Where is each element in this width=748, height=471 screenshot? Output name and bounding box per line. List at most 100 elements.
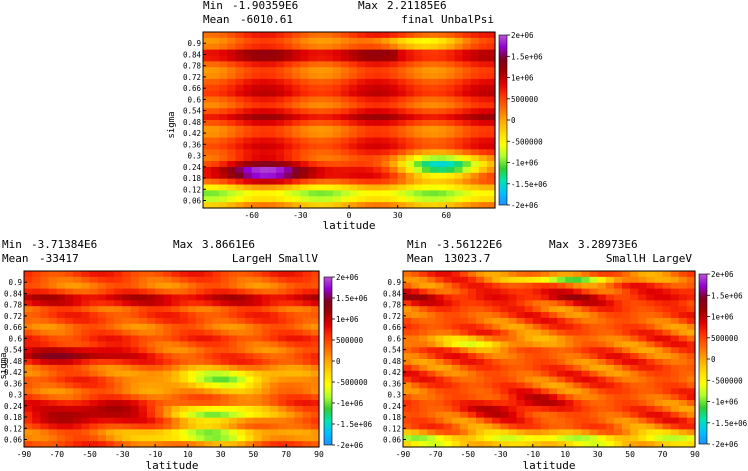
heatmap-cell <box>237 300 246 307</box>
heatmap-cell <box>97 382 107 389</box>
heatmap-cell <box>540 364 550 372</box>
heatmap-cell <box>146 405 156 413</box>
heatmap-cell <box>411 394 420 401</box>
heatmap-cell <box>114 317 123 325</box>
heatmap-cell <box>413 143 423 150</box>
heatmap-cell <box>122 271 132 278</box>
heatmap-cell <box>438 108 447 115</box>
heatmap-cell <box>419 364 428 372</box>
heatmap-cell <box>253 288 263 296</box>
x-axis-label: latitude <box>323 219 376 232</box>
heatmap-cell <box>438 161 447 168</box>
heatmap-cell <box>654 323 664 331</box>
heatmap-cell <box>430 131 439 139</box>
heatmap-cell <box>565 441 574 448</box>
heatmap-cell <box>478 96 488 103</box>
heatmap-cell <box>422 125 431 133</box>
heatmap-cell <box>413 120 423 127</box>
heatmap-cell <box>81 400 91 407</box>
heatmap-cell <box>484 405 493 413</box>
heatmap-cell <box>32 359 41 366</box>
heatmap-cell <box>308 67 318 74</box>
heatmap-cell <box>294 329 304 337</box>
heatmap-cell <box>581 317 591 325</box>
heatmap-cell <box>105 435 115 442</box>
heatmap-cell <box>267 102 277 109</box>
heatmap-cell <box>451 382 461 389</box>
heatmap-cell <box>237 394 246 401</box>
y-tick-label: 0.3 <box>387 391 401 400</box>
heatmap-cell <box>446 114 456 121</box>
heatmap-cell <box>340 178 350 186</box>
heatmap-cell <box>316 55 326 62</box>
heatmap-cell <box>203 108 212 115</box>
heatmap-cell <box>97 329 107 337</box>
heatmap-cell <box>227 96 237 103</box>
heatmap-cell <box>357 49 366 57</box>
y-tick-label: 0.42 <box>4 368 22 377</box>
heatmap-cell <box>324 43 334 51</box>
heatmap-cell <box>146 271 156 278</box>
heatmap-cell <box>243 108 253 115</box>
heatmap-cell <box>462 114 472 121</box>
heatmap-cell <box>446 49 456 57</box>
heatmap-cell <box>467 388 477 395</box>
heatmap-cell <box>419 329 428 337</box>
heatmap-cell <box>292 90 301 98</box>
heatmap-cell <box>646 347 656 354</box>
heatmap-cell <box>302 417 312 425</box>
heatmap-cell <box>397 166 407 174</box>
heatmap-cell <box>64 276 74 284</box>
heatmap-cell <box>451 306 461 313</box>
colorbar: 2e+061.5e+061e+065000000-500000-1e+06-1.… <box>498 31 548 210</box>
heatmap-cell <box>310 364 320 372</box>
heatmap-cell <box>622 411 631 419</box>
heatmap-cell <box>251 84 261 92</box>
heatmap-cell <box>286 400 296 407</box>
heatmap-cell <box>540 329 550 337</box>
heatmap-cell <box>467 347 477 354</box>
heatmap-cell <box>261 394 271 401</box>
heatmap-cell <box>259 202 269 209</box>
heatmap-cell <box>638 382 647 389</box>
heatmap-cell <box>196 294 205 301</box>
heatmap-cell <box>413 84 423 92</box>
heatmap-cell <box>638 376 647 384</box>
heatmap-cell <box>203 178 212 186</box>
heatmap-cell <box>459 276 469 284</box>
heatmap-cell <box>267 184 277 191</box>
heatmap-cell <box>532 388 542 395</box>
heatmap-cell <box>73 329 82 337</box>
heatmap-cell <box>310 329 320 337</box>
heatmap-cell <box>365 78 374 86</box>
heatmap-cell <box>638 359 647 366</box>
heatmap-cell <box>486 178 496 186</box>
heatmap-cell <box>462 32 472 39</box>
heatmap-cell <box>686 411 696 419</box>
heatmap-cell <box>302 376 312 384</box>
heatmap-cell <box>81 423 91 430</box>
heatmap-cell <box>243 67 253 74</box>
heatmap-cell <box>446 131 456 139</box>
heatmap-cell <box>462 155 472 162</box>
heatmap-cell <box>64 435 74 442</box>
heatmap-cell <box>203 37 212 45</box>
heatmap-cell <box>220 417 230 425</box>
heatmap-cell <box>405 125 415 133</box>
heatmap-cell <box>427 329 437 337</box>
heatmap-cell <box>454 172 464 180</box>
heatmap-cell <box>196 441 205 448</box>
heatmap-cell <box>228 294 238 301</box>
heatmap-cell <box>381 202 391 209</box>
heatmap-cell <box>516 405 526 413</box>
heatmap-cell <box>405 196 415 203</box>
heatmap-cell <box>227 202 237 209</box>
heatmap-cell <box>413 96 423 103</box>
heatmap-cell <box>228 341 238 348</box>
heatmap-cell <box>259 178 269 186</box>
y-tick-label: 0.24 <box>183 163 202 172</box>
heatmap-cell <box>40 388 50 395</box>
heatmap-cell <box>500 417 510 425</box>
heatmap-cell <box>227 84 237 92</box>
heatmap-cell <box>540 300 550 307</box>
